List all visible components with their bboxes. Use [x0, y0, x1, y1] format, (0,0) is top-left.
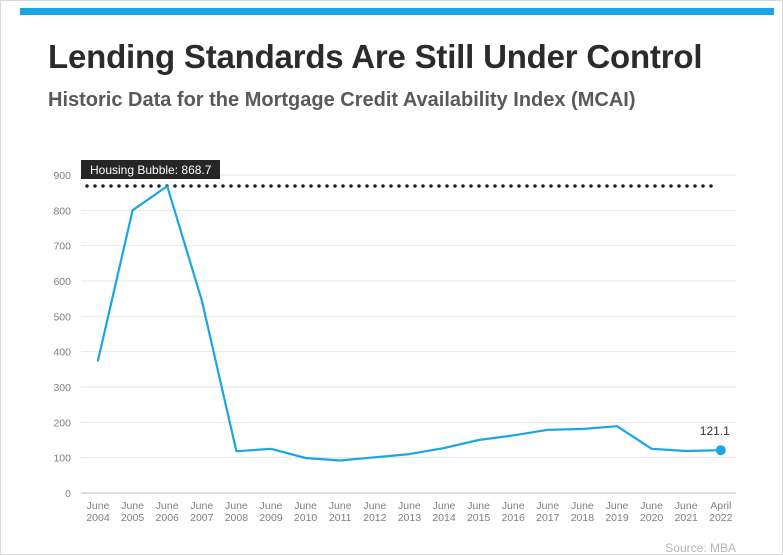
x-axis: June 2004 June 2005 June 2006 June 2007 June 2008… — [81, 492, 736, 524]
x-tick-label: June 2016 — [502, 500, 526, 524]
x-tick-label: June 2017 — [536, 500, 560, 524]
x-tick-label: June 2020 — [640, 500, 664, 524]
x-tick-label: June 2014 — [432, 500, 456, 524]
y-tick-label: 0 — [65, 488, 71, 500]
x-tick-label: June 2010 — [294, 500, 318, 524]
source-note: Source: MBA — [665, 541, 736, 555]
y-tick-label: 900 — [53, 170, 71, 182]
x-tick-label: June 2007 — [190, 500, 214, 524]
y-tick-label: 400 — [53, 347, 71, 359]
data-labels: 121.1 — [700, 424, 730, 438]
accent-bar — [20, 8, 774, 15]
y-axis: 0 100 200 300 400 500 600 700 800 900 — [53, 170, 71, 500]
x-tick-label: June 2009 — [259, 500, 283, 524]
end-point-marker — [715, 445, 726, 456]
series-line — [96, 185, 722, 462]
y-tick-label: 300 — [53, 382, 71, 394]
x-tick-label: June 2013 — [398, 500, 422, 524]
x-tick-label: June 2019 — [605, 500, 629, 524]
y-tick-label: 100 — [53, 453, 71, 465]
y-tick-label: 500 — [53, 311, 71, 323]
x-tick-label: June 2018 — [571, 500, 595, 524]
x-tick-label: June 2005 — [121, 500, 145, 524]
x-tick-label: June 2021 — [675, 500, 699, 524]
x-tick-label: June 2015 — [467, 500, 491, 524]
series-mcai — [96, 185, 726, 462]
x-tick-label: April 2022 — [709, 500, 733, 524]
y-tick-label: 600 — [53, 276, 71, 288]
end-point-label: 121.1 — [700, 424, 730, 438]
housing-bubble-reference: Housing Bubble: 868.7 — [81, 160, 718, 188]
page-title: Lending Standards Are Still Under Contro… — [48, 38, 703, 75]
page-subtitle: Historic Data for the Mortgage Credit Av… — [48, 89, 636, 111]
x-tick-label: June 2006 — [156, 500, 180, 524]
y-tick-label: 700 — [53, 241, 71, 253]
y-tick-label: 800 — [53, 205, 71, 217]
y-tick-label: 200 — [53, 417, 71, 429]
x-tick-label: June 2008 — [225, 500, 249, 524]
x-tick-label: June 2004 — [86, 500, 110, 524]
reference-callout-box — [81, 160, 220, 179]
reference-callout-label: Housing Bubble: 868.7 — [90, 163, 212, 177]
gridlines — [81, 174, 736, 459]
x-tick-label: June 2012 — [363, 500, 387, 524]
x-tick-label: June 2011 — [329, 500, 352, 524]
